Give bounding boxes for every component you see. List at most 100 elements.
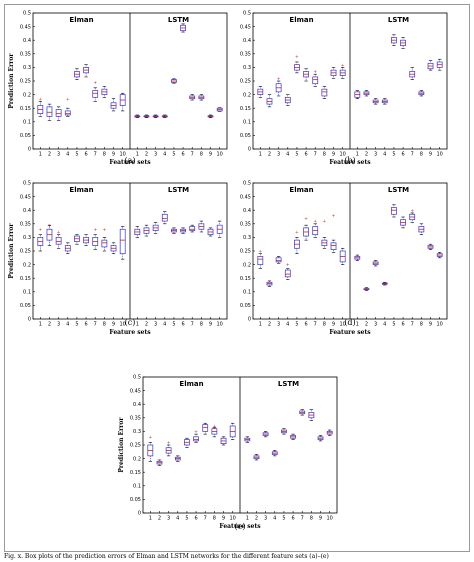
x-tick-label: 3 [167, 516, 170, 522]
chart-1: Elman LSTM 0 0.05 0.1 0.15 0.2 0.25 0.3 0.35 0.4 0.… [8, 11, 228, 166]
outlier-marker: + [167, 440, 171, 446]
box-lstm-2 [363, 287, 370, 291]
y-tick-label: 0.3 [243, 235, 251, 241]
box-lstm-8 [418, 223, 425, 235]
box-body [161, 213, 168, 222]
x-axis-label: Feature sets [109, 159, 151, 166]
boxplot-figure: Elman LSTM00.050.10.150.20.250.30.350.40.… [8, 11, 448, 531]
y-tick-label: 0.45 [20, 194, 31, 200]
x-tick-label: 2 [48, 152, 51, 158]
y-tick-label: 0.35 [130, 416, 141, 422]
box-body [391, 207, 397, 215]
x-tick-label: 9 [429, 152, 432, 158]
x-tick-label: 4 [66, 152, 69, 158]
x-tick-label: 10 [436, 152, 442, 158]
y-tick-label: 0.45 [240, 194, 251, 200]
box-lstm-3 [372, 260, 379, 267]
outlier-marker: + [410, 208, 414, 214]
box-elman-7: + [312, 69, 319, 87]
box-lstm-8 [418, 90, 425, 97]
box-elman-4 [284, 94, 291, 106]
x-tick-label: 1 [259, 152, 262, 158]
x-tick-label: 7 [191, 152, 194, 158]
box-elman-6 [83, 234, 89, 246]
x-tick-label: 5 [295, 152, 298, 158]
x-tick-label: 7 [204, 516, 207, 522]
x-tick-label: 5 [172, 152, 175, 158]
box-elman-2 [266, 280, 273, 287]
x-tick-label: 2 [268, 322, 271, 328]
x-tick-label: 6 [181, 322, 184, 328]
x-tick-label: 2 [48, 322, 51, 328]
x-tick-label: 5 [185, 516, 188, 522]
box-lstm-1 [354, 90, 361, 99]
box-lstm-10 [436, 58, 443, 71]
outlier-marker: + [66, 96, 70, 102]
box-elman-4: + [284, 262, 291, 280]
box-elman-10 [339, 247, 346, 265]
x-tick-label: 6 [291, 516, 294, 522]
outlier-marker: + [38, 227, 42, 233]
box-lstm-1 [134, 226, 141, 238]
x-tick-label: 6 [181, 152, 184, 158]
y-tick-label: 0.3 [23, 235, 31, 241]
outlier-marker: + [286, 262, 290, 268]
x-tick-label: 9 [112, 322, 115, 328]
y-tick-label: 0.2 [133, 456, 141, 462]
y-tick-label: 0.15 [240, 106, 251, 112]
y-axis-label: Prediction Error [118, 417, 125, 473]
x-tick-label: 2 [365, 152, 368, 158]
box-lstm-7 [189, 94, 196, 101]
y-tick-label: 0.35 [240, 52, 251, 58]
box-lstm-10 [216, 107, 223, 112]
x-tick-label: 4 [286, 152, 289, 158]
box-elman-4 [64, 242, 71, 255]
box-elman-1 [257, 86, 264, 98]
y-tick-label: 0.5 [243, 181, 251, 187]
x-tick-label: 9 [112, 152, 115, 158]
box-lstm-7 [189, 224, 196, 233]
panel-title-elman: Elman [69, 16, 93, 24]
y-tick-label: 0.2 [243, 92, 251, 98]
x-tick-label: 10 [119, 322, 125, 328]
outlier-marker: + [277, 76, 281, 82]
box-elman-2 [266, 94, 273, 108]
y-tick-label: 0.05 [240, 303, 251, 309]
box-lstm-9 [427, 243, 434, 250]
box-lstm-4 [161, 211, 168, 225]
panel-title-lstm: LSTM [168, 16, 189, 24]
x-tick-label: 1 [136, 152, 139, 158]
box-lstm-2 [363, 90, 370, 97]
panel-title-elman: Elman [69, 186, 93, 194]
box-lstm-7 [299, 409, 306, 416]
y-tick-label: 0.4 [23, 208, 31, 214]
box-lstm-6 [400, 37, 406, 49]
x-tick-label: 7 [94, 152, 97, 158]
x-axis-label: Feature sets [329, 159, 371, 166]
x-tick-label: 8 [103, 152, 106, 158]
chart-caption: (a) [124, 156, 135, 165]
x-tick-label: 9 [332, 152, 335, 158]
y-tick-label: 0.05 [130, 497, 141, 503]
x-tick-label: 3 [154, 152, 157, 158]
box-lstm-8 [198, 94, 205, 101]
x-tick-label: 5 [392, 152, 395, 158]
x-tick-label: 9 [222, 516, 225, 522]
box-body [321, 88, 328, 97]
x-tick-label: 9 [332, 322, 335, 328]
y-tick-label: 0.25 [130, 443, 141, 449]
y-tick-label: 0.2 [23, 262, 31, 268]
x-tick-label: 7 [314, 322, 317, 328]
box-lstm-3 [262, 431, 269, 438]
box-lstm-5 [391, 204, 397, 218]
box-lstm-6 [290, 433, 296, 440]
panel-title-lstm: LSTM [388, 186, 409, 194]
box-elman-3 [55, 106, 62, 121]
panel-title-lstm: LSTM [388, 16, 409, 24]
y-tick-label: 0 [28, 147, 31, 153]
box-lstm-9 [207, 227, 214, 237]
x-tick-label: 10 [436, 322, 442, 328]
x-tick-label: 1 [39, 152, 42, 158]
x-tick-label: 8 [420, 152, 423, 158]
panel-title-elman: Elman [289, 186, 313, 194]
